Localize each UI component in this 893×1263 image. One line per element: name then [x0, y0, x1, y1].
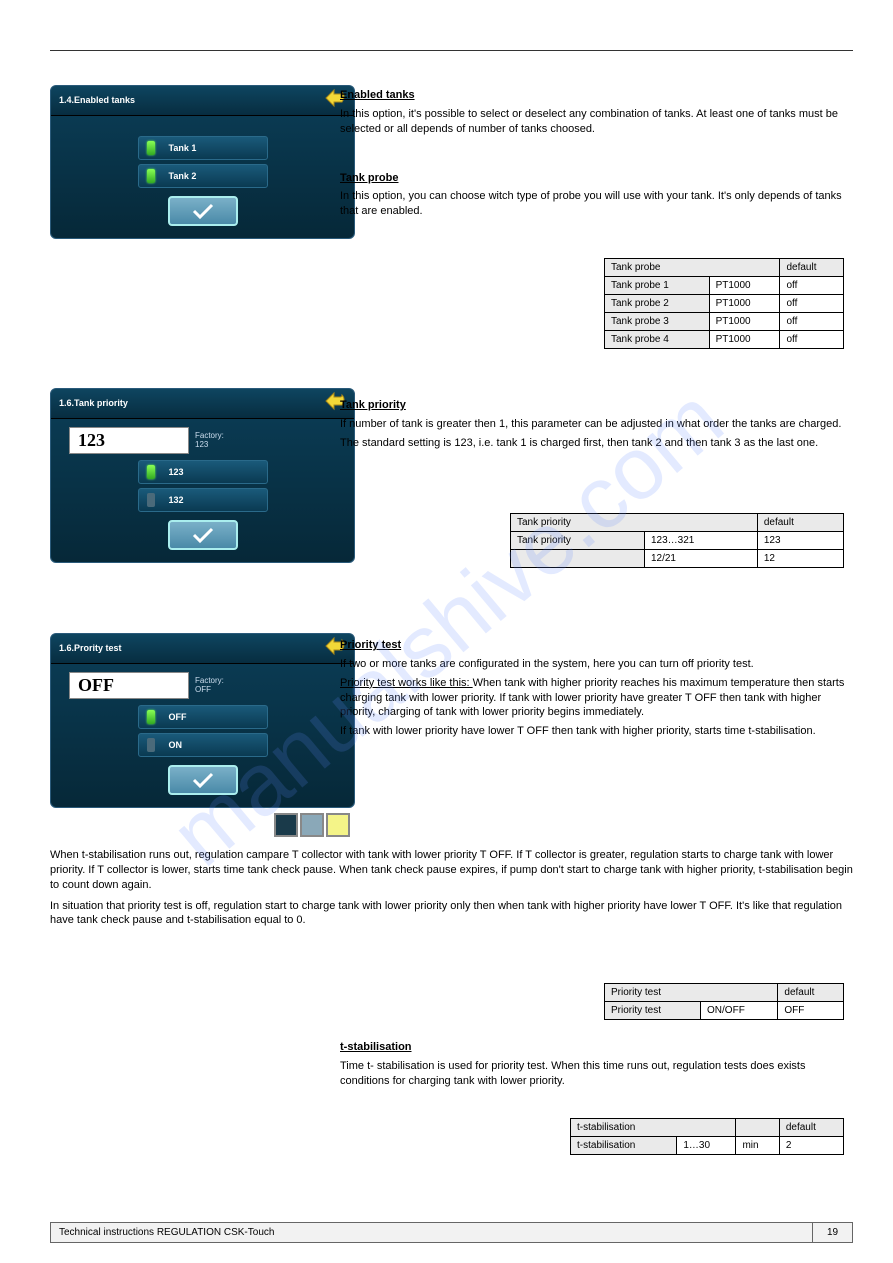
option-off[interactable]: OFF [138, 705, 268, 729]
th: Tank probe [605, 259, 780, 277]
body-text: In this option, you can choose witch typ… [340, 189, 853, 219]
footer-text: Technical instructions REGULATION CSK-To… [51, 1223, 812, 1242]
panel-title: 1.4.Enabled tanks [59, 95, 135, 105]
td: PT1000 [709, 277, 780, 295]
panel-title: 1.6.Tank priority [59, 398, 128, 408]
body-text: In this option, it's possible to select … [340, 107, 853, 137]
option-tank-1[interactable]: Tank 1 [138, 136, 268, 160]
th [736, 1119, 779, 1137]
option-on[interactable]: ON [138, 733, 268, 757]
current-value: OFF [69, 672, 189, 699]
panel-title: 1.6.Prority test [59, 643, 122, 653]
swatch [326, 813, 350, 837]
factory-label: Factory:123 [195, 432, 224, 450]
td: min [736, 1137, 779, 1155]
heading-tank-probe: Tank probe [340, 172, 398, 184]
panel-body: Tank 1 Tank 2 [51, 116, 354, 238]
heading-tank-priority: Tank priority [340, 399, 406, 411]
body-text: If tank with lower priority have lower T… [340, 724, 853, 739]
body-text: In situation that priority test is off, … [50, 899, 853, 929]
option-label: 123 [169, 467, 184, 477]
th: default [757, 514, 843, 532]
led-icon [147, 169, 155, 183]
body-text: When t-stabilisation runs out, regulatio… [50, 848, 853, 893]
option-label: Tank 1 [169, 143, 197, 153]
td: 2 [779, 1137, 843, 1155]
led-icon [147, 738, 155, 752]
th: t-stabilisation [571, 1119, 736, 1137]
current-value: 123 [69, 427, 189, 454]
heading-tstab: t-stabilisation [340, 1041, 412, 1053]
panel-enabled-tanks: 1.4.Enabled tanks Tank 1 Tank 2 [50, 85, 355, 239]
table-tank-probe: Tank probedefault Tank probe 1PT1000off … [604, 258, 844, 349]
swatch [300, 813, 324, 837]
option-tank-2[interactable]: Tank 2 [138, 164, 268, 188]
panel-header: 1.6.Tank priority [51, 389, 354, 419]
td: t-stabilisation [571, 1137, 677, 1155]
body-text: Priority test works like this: When tank… [340, 676, 853, 721]
td: PT1000 [709, 331, 780, 349]
td: Tank probe 4 [605, 331, 710, 349]
option-123[interactable]: 123 [138, 460, 268, 484]
th: Tank priority [511, 514, 758, 532]
td: PT1000 [709, 313, 780, 331]
td [511, 550, 645, 568]
th: default [780, 259, 844, 277]
panel-header: 1.6.Prority test [51, 634, 354, 664]
td: OFF [778, 1002, 844, 1020]
heading-enabled-tanks: Enabled tanks [340, 89, 415, 101]
page-number: 19 [812, 1223, 852, 1242]
panel-tank-priority: 1.6.Tank priority 123 Factory:123 123 13… [50, 388, 355, 563]
panel-body: 123 Factory:123 123 132 [51, 419, 354, 562]
td: 123 [757, 532, 843, 550]
swatch [274, 813, 298, 837]
body-text: The standard setting is 123, i.e. tank 1… [340, 436, 853, 451]
table-tstab: t-stabilisation default t-stabilisation1…… [570, 1118, 844, 1155]
factory-label: Factory:OFF [195, 677, 224, 695]
option-label: ON [169, 740, 183, 750]
body-text: Time t- stabilisation is used for priori… [340, 1059, 853, 1089]
td: Tank probe 3 [605, 313, 710, 331]
td: Tank priority [511, 532, 645, 550]
option-132[interactable]: 132 [138, 488, 268, 512]
td: off [780, 295, 844, 313]
panel-header: 1.4.Enabled tanks [51, 86, 354, 116]
td: 123…321 [644, 532, 757, 550]
option-label: 132 [169, 495, 184, 505]
led-icon [147, 710, 155, 724]
th: default [779, 1119, 843, 1137]
page-footer: Technical instructions REGULATION CSK-To… [50, 1222, 853, 1243]
td: ON/OFF [701, 1002, 778, 1020]
panel-priority-test: 1.6.Prority test OFF Factory:OFF OFF ON [50, 633, 355, 808]
td: Priority test [605, 1002, 701, 1020]
heading-priority-test: Priority test [340, 639, 401, 651]
option-label: OFF [169, 712, 187, 722]
th: Priority test [605, 984, 778, 1002]
led-icon [147, 465, 155, 479]
confirm-button[interactable] [168, 765, 238, 795]
td: off [780, 331, 844, 349]
td: off [780, 277, 844, 295]
confirm-button[interactable] [168, 196, 238, 226]
led-icon [147, 493, 155, 507]
led-icon [147, 141, 155, 155]
td: 12 [757, 550, 843, 568]
td: Tank probe 2 [605, 295, 710, 313]
table-priority-test: Priority testdefault Priority testON/OFF… [604, 983, 844, 1020]
table-tank-priority: Tank prioritydefault Tank priority123…32… [510, 513, 844, 568]
body-text: If number of tank is greater then 1, thi… [340, 417, 853, 432]
td: off [780, 313, 844, 331]
th: default [778, 984, 844, 1002]
color-swatches [274, 813, 350, 837]
panel-body: OFF Factory:OFF OFF ON [51, 664, 354, 807]
td: 12/21 [644, 550, 757, 568]
body-text: If two or more tanks are configurated in… [340, 657, 853, 672]
td: PT1000 [709, 295, 780, 313]
option-label: Tank 2 [169, 171, 197, 181]
td: 1…30 [677, 1137, 736, 1155]
confirm-button[interactable] [168, 520, 238, 550]
td: Tank probe 1 [605, 277, 710, 295]
